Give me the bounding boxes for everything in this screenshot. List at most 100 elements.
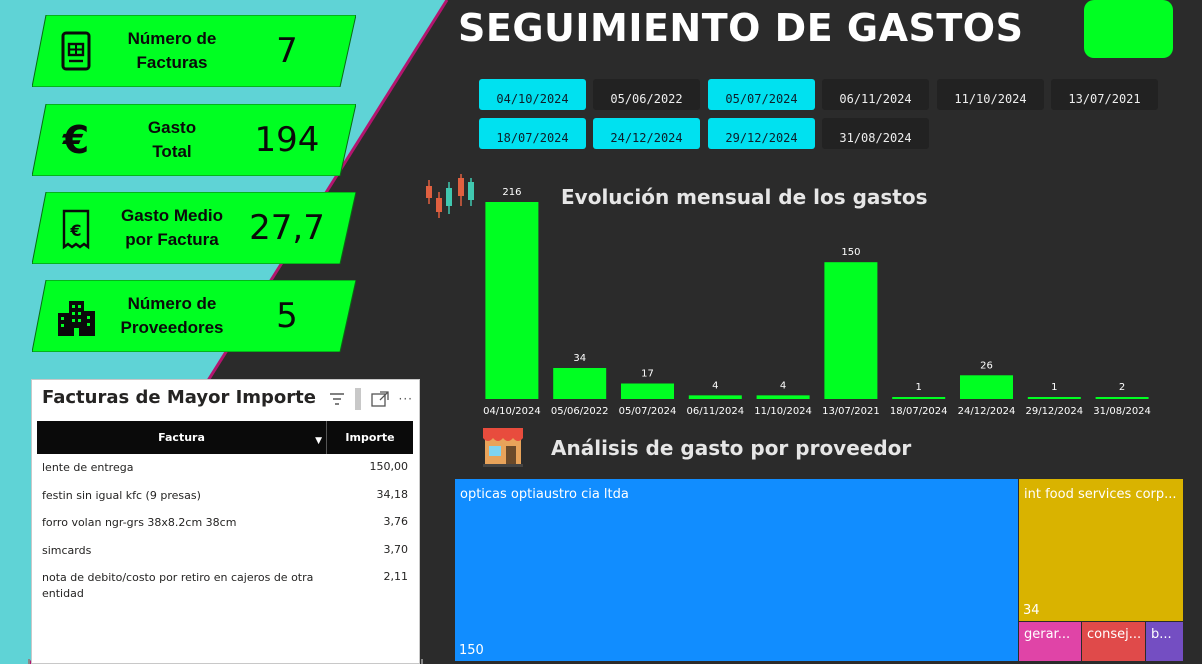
kpi-card-shape [32, 192, 356, 264]
table-title: Facturas de Mayor Importe [42, 387, 316, 408]
bar-13/07/2021[interactable] [824, 262, 878, 399]
cell-importe: 2,11 [383, 570, 409, 583]
treemap-cell-name: consej... [1087, 627, 1142, 642]
kpi-card-proveedores: Número de Proveedores 5 [32, 280, 356, 352]
x-tick-label: 06/11/2024 [686, 406, 744, 417]
cell-importe: 3,70 [383, 543, 409, 556]
kpi-card-shape [32, 104, 356, 176]
bar-11/10/2024[interactable] [756, 395, 810, 399]
candlestick-icon [426, 174, 474, 218]
treemap-cell-name: gerar... [1024, 627, 1071, 642]
table-row[interactable]: lente de entrega 150,00 [42, 460, 408, 476]
treemap-cell-consej[interactable]: consej... [1082, 622, 1145, 661]
top-invoices-table-card: Facturas de Mayor Importe ··· Factura ▼ … [28, 379, 423, 664]
table-row[interactable]: simcards 3,70 [42, 543, 408, 559]
date-filter-chip[interactable]: 13/07/2021 [1051, 79, 1158, 110]
bar-18/07/2024[interactable] [892, 397, 946, 399]
x-tick-label: 24/12/2024 [958, 406, 1016, 417]
date-filter-chip[interactable]: 24/12/2024 [593, 118, 700, 149]
x-tick-label: 13/07/2021 [822, 406, 880, 417]
sort-descending-icon: ▼ [315, 436, 322, 446]
bar-05/06/2022[interactable] [553, 367, 607, 399]
treemap-cell-name: b... [1151, 627, 1172, 642]
date-filter-chip[interactable]: 29/12/2024 [708, 118, 815, 149]
svg-text:€: € [69, 221, 81, 240]
cell-factura: forro volan ngr-grs 38x8.2cm 38cm [42, 516, 237, 529]
x-tick-label: 05/06/2022 [551, 406, 609, 417]
euro-icon: € [62, 119, 89, 162]
kpi-card-facturas: Número de Facturas 7 [32, 15, 356, 87]
treemap-cell-gerar[interactable]: gerar... [1019, 622, 1081, 661]
cell-importe: 34,18 [376, 488, 409, 501]
x-tick-label: 29/12/2024 [1025, 406, 1083, 417]
bar-31/08/2024[interactable] [1095, 397, 1149, 399]
table-header: Factura ▼ Importe [37, 421, 413, 454]
kpi-value: 5 [276, 296, 298, 336]
svg-text:€: € [62, 119, 89, 162]
kpi-label: Gasto Total [147, 118, 197, 161]
x-tick-label: 11/10/2024 [754, 406, 812, 417]
bar-29/12/2024[interactable] [1027, 397, 1081, 399]
bar-05/07/2024[interactable] [621, 383, 674, 399]
data-label: 17 [641, 368, 654, 379]
focus-mode-icon[interactable] [370, 391, 389, 407]
cell-factura: simcards [42, 544, 92, 557]
date-filter-chip[interactable]: 04/10/2024 [479, 79, 586, 110]
x-tick-label: 18/07/2024 [890, 406, 948, 417]
date-filter-chip[interactable]: 31/08/2024 [822, 118, 929, 149]
cell-importe: 150,00 [369, 460, 409, 473]
more-options-icon[interactable]: ··· [398, 392, 413, 406]
provider-section-title: Análisis de gasto por proveedor [551, 436, 912, 460]
data-label: 2 [1119, 382, 1125, 393]
date-filter-chip[interactable]: 18/07/2024 [479, 118, 586, 149]
x-tick-label: 04/10/2024 [483, 406, 541, 417]
resize-handle-icon[interactable] [28, 659, 36, 664]
data-label: 1 [1051, 382, 1057, 393]
treemap-cell-int-food[interactable]: int food services corp... 34 [1019, 479, 1183, 621]
kpi-label: Gasto Medio por Factura [120, 206, 223, 249]
action-button[interactable] [1084, 0, 1173, 58]
column-header-importe[interactable]: Importe [345, 431, 395, 444]
treemap-cell-b[interactable]: b... [1146, 622, 1183, 661]
resize-handle-icon[interactable] [415, 659, 423, 664]
treemap-cell-value: 34 [1023, 603, 1040, 618]
bar-06/11/2024[interactable] [688, 395, 742, 399]
header-divider [354, 388, 361, 410]
kpi-value: 7 [276, 31, 298, 71]
visual-header-icons: ··· [329, 388, 413, 410]
table-row[interactable]: nota de debito/costo por retiro en cajer… [42, 570, 408, 602]
bar-04/10/2024[interactable] [485, 202, 539, 399]
kpi-value: 27,7 [249, 208, 325, 248]
treemap-cell-value: 150 [459, 643, 484, 658]
bar-24/12/2024[interactable] [960, 375, 1013, 399]
table-row[interactable]: festin sin igual kfc (9 presas) 34,18 [42, 488, 408, 504]
date-filter-chip[interactable]: 06/11/2024 [822, 79, 929, 110]
kpi-value: 194 [254, 120, 320, 160]
dashboard-title: SEGUIMIENTO DE GASTOS [458, 6, 1024, 50]
date-filter-chip[interactable]: 05/07/2024 [708, 79, 815, 110]
data-label: 216 [502, 187, 521, 198]
kpi-card-gasto-medio: € Gasto Medio por Factura 27,7 [32, 192, 356, 264]
date-filter-chip[interactable]: 05/06/2022 [593, 79, 700, 110]
data-label: 34 [573, 353, 586, 364]
shop-icon [483, 428, 523, 467]
data-label: 1 [916, 382, 922, 393]
provider-treemap: opticas optiaustro cia ltda 150 int food… [455, 479, 1184, 661]
data-label: 150 [841, 247, 860, 258]
cell-factura: nota de debito/costo por retiro en cajer… [42, 571, 314, 600]
data-label: 26 [980, 360, 993, 371]
buildings-icon [58, 301, 95, 336]
kpi-card-gasto-total: € Gasto Total 194 [32, 104, 356, 176]
data-label: 4 [780, 380, 786, 391]
table-row[interactable]: forro volan ngr-grs 38x8.2cm 38cm 3,76 [42, 515, 408, 531]
monthly-expense-bar-chart[interactable]: 216 04/10/2024 34 05/06/2022 17 05/07/2024 4 06… [470, 176, 1160, 421]
kpi-label: Número de Facturas [127, 29, 217, 72]
cell-factura: lente de entrega [42, 461, 134, 474]
column-header-factura[interactable]: Factura ▼ [37, 421, 327, 454]
filter-icon[interactable] [329, 392, 345, 406]
kpi-card-shape [32, 15, 356, 87]
cell-importe: 3,76 [383, 515, 409, 528]
treemap-cell-optiaustro[interactable]: opticas optiaustro cia ltda 150 [455, 479, 1018, 661]
date-filter-chip[interactable]: 11/10/2024 [937, 79, 1044, 110]
x-tick-label: 31/08/2024 [1093, 406, 1151, 417]
